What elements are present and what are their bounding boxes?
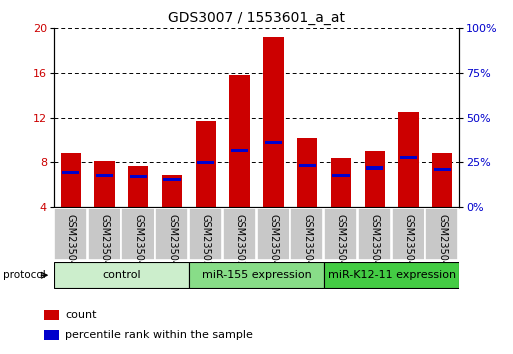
Text: GSM235042: GSM235042: [336, 214, 346, 273]
Bar: [231, 149, 248, 152]
Bar: [324, 262, 459, 288]
Text: control: control: [102, 270, 141, 280]
Bar: [130, 175, 147, 178]
Text: GSM235039: GSM235039: [234, 214, 245, 273]
Bar: [324, 208, 357, 260]
Bar: [94, 161, 114, 207]
Bar: [290, 208, 323, 260]
Bar: [229, 75, 250, 207]
Bar: [366, 166, 383, 170]
Bar: [433, 167, 451, 171]
Bar: [265, 141, 282, 144]
Text: miR-155 expression: miR-155 expression: [202, 270, 311, 280]
Bar: [54, 208, 87, 260]
Bar: [256, 208, 290, 260]
Bar: [398, 112, 419, 207]
Bar: [61, 153, 81, 207]
Text: protocol: protocol: [3, 270, 45, 280]
Bar: [96, 174, 113, 177]
Bar: [189, 262, 324, 288]
Bar: [332, 174, 349, 177]
Bar: [358, 208, 391, 260]
Bar: [297, 138, 317, 207]
Text: count: count: [65, 310, 96, 320]
Text: GSM235046: GSM235046: [66, 214, 76, 273]
Bar: [189, 208, 222, 260]
Bar: [44, 310, 59, 320]
Text: GSM235045: GSM235045: [437, 214, 447, 273]
Bar: [299, 164, 316, 167]
Bar: [197, 161, 214, 164]
Text: percentile rank within the sample: percentile rank within the sample: [65, 330, 253, 341]
Text: GSM235048: GSM235048: [133, 214, 143, 273]
Text: GSM235049: GSM235049: [167, 214, 177, 273]
Text: GSM235040: GSM235040: [268, 214, 279, 273]
Bar: [195, 121, 216, 207]
Bar: [155, 208, 188, 260]
Text: miR-K12-11 expression: miR-K12-11 expression: [327, 270, 456, 280]
Bar: [331, 158, 351, 207]
Bar: [122, 208, 154, 260]
Bar: [128, 166, 148, 207]
Text: GSM235044: GSM235044: [404, 214, 413, 273]
Bar: [54, 262, 189, 288]
Bar: [223, 208, 256, 260]
Bar: [400, 156, 417, 160]
Text: GSM235043: GSM235043: [370, 214, 380, 273]
Text: GSM235047: GSM235047: [100, 214, 109, 273]
Text: GSM235041: GSM235041: [302, 214, 312, 273]
Bar: [263, 37, 284, 207]
Bar: [391, 208, 425, 260]
Text: GSM235038: GSM235038: [201, 214, 211, 273]
Bar: [162, 175, 182, 207]
Bar: [425, 208, 459, 260]
Bar: [62, 171, 80, 174]
Bar: [164, 178, 181, 181]
Bar: [88, 208, 121, 260]
Bar: [44, 330, 59, 341]
Bar: [432, 153, 452, 207]
Bar: [365, 151, 385, 207]
Title: GDS3007 / 1553601_a_at: GDS3007 / 1553601_a_at: [168, 11, 345, 24]
